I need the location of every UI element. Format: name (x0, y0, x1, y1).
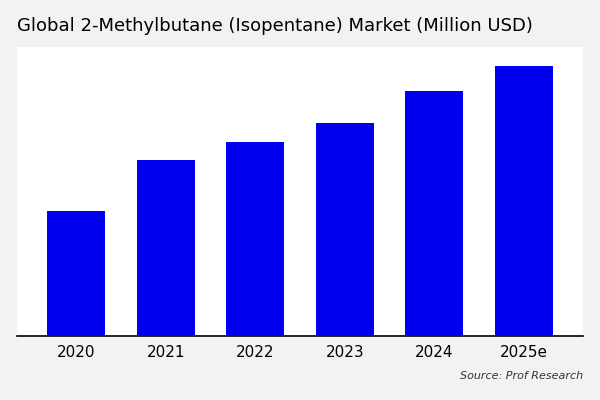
Bar (495, 66, 553, 336)
Bar (405, 91, 463, 336)
Bar (47, 211, 105, 336)
Text: Global 2-Methylbutane (Isopentane) Market (Million USD): Global 2-Methylbutane (Isopentane) Marke… (17, 17, 533, 35)
Bar (226, 142, 284, 336)
Bar (316, 123, 374, 336)
Bar (137, 160, 195, 336)
Text: Source: Prof Research: Source: Prof Research (460, 371, 583, 381)
